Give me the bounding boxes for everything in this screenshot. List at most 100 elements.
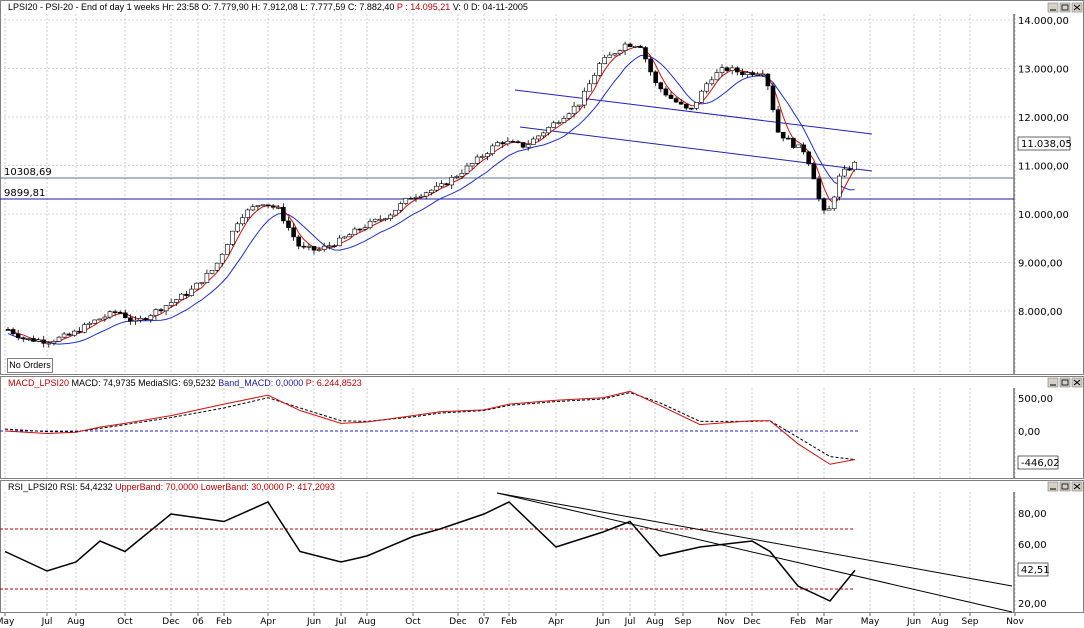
channel-line-upper[interactable]	[514, 89, 873, 135]
candle[interactable]	[520, 142, 526, 148]
candle[interactable]	[168, 302, 174, 306]
candle[interactable]	[459, 173, 465, 177]
candle[interactable]	[77, 330, 82, 333]
candle[interactable]	[357, 228, 363, 231]
candle[interactable]	[602, 57, 608, 64]
moving-average-blue[interactable]	[7, 54, 855, 345]
candle[interactable]	[811, 163, 817, 180]
candle[interactable]	[770, 85, 776, 111]
candle[interactable]	[301, 245, 307, 248]
candle[interactable]	[36, 339, 41, 342]
candle[interactable]	[510, 140, 516, 143]
candle[interactable]	[245, 209, 250, 218]
candle[interactable]	[214, 262, 220, 271]
candle[interactable]	[296, 236, 302, 247]
candle[interactable]	[352, 228, 358, 235]
candle[interactable]	[31, 338, 36, 342]
candle[interactable]	[281, 207, 286, 222]
candle[interactable]	[541, 132, 546, 137]
candle[interactable]	[321, 245, 327, 250]
candle[interactable]	[765, 73, 771, 87]
candle[interactable]	[581, 90, 587, 106]
candle[interactable]	[683, 103, 689, 109]
candle[interactable]	[434, 185, 439, 191]
candle[interactable]	[209, 269, 215, 274]
candle[interactable]	[403, 197, 409, 204]
macd-line[interactable]	[4, 390, 856, 465]
candle[interactable]	[123, 312, 128, 319]
candle[interactable]	[806, 151, 812, 165]
candle[interactable]	[638, 46, 643, 48]
candle[interactable]	[627, 43, 633, 47]
candle[interactable]	[225, 244, 230, 255]
candle[interactable]	[622, 43, 628, 52]
candle[interactable]	[148, 315, 154, 320]
candle[interactable]	[842, 168, 847, 177]
candle[interactable]	[428, 189, 434, 193]
candle[interactable]	[255, 205, 261, 207]
candle[interactable]	[495, 142, 500, 147]
candle[interactable]	[179, 293, 184, 300]
candle[interactable]	[612, 53, 618, 56]
candle[interactable]	[607, 54, 613, 58]
candle[interactable]	[546, 127, 551, 134]
candle[interactable]	[780, 131, 786, 139]
candle[interactable]	[398, 203, 404, 211]
candle[interactable]	[10, 329, 16, 335]
candle[interactable]	[199, 282, 205, 284]
candle[interactable]	[474, 156, 480, 164]
main-panel-buttons[interactable]	[1047, 2, 1083, 13]
candle[interactable]	[556, 122, 562, 124]
candle[interactable]	[663, 88, 669, 96]
candle[interactable]	[270, 205, 276, 208]
candle[interactable]	[316, 249, 322, 251]
candle[interactable]	[699, 90, 704, 103]
candle[interactable]	[852, 161, 857, 171]
candle[interactable]	[265, 204, 271, 207]
rsi-trendline-lower[interactable]	[496, 492, 1013, 613]
candle[interactable]	[61, 333, 67, 338]
candle[interactable]	[377, 218, 383, 221]
candle[interactable]	[836, 175, 842, 198]
candle[interactable]	[561, 118, 567, 123]
candle[interactable]	[174, 299, 179, 303]
candle[interactable]	[831, 196, 837, 210]
candle[interactable]	[82, 324, 87, 333]
candle[interactable]	[204, 272, 210, 283]
rsi-trendline-upper[interactable]	[496, 492, 1013, 587]
candle[interactable]	[678, 101, 684, 105]
candle[interactable]	[15, 333, 21, 339]
candle[interactable]	[260, 204, 266, 207]
rsi-line[interactable]	[4, 501, 856, 602]
candle[interactable]	[286, 220, 291, 228]
candle[interactable]	[469, 163, 475, 167]
candle[interactable]	[367, 220, 373, 228]
candle[interactable]	[821, 198, 827, 211]
candle[interactable]	[653, 71, 659, 84]
candle[interactable]	[26, 338, 31, 340]
candle[interactable]	[668, 94, 674, 99]
candle[interactable]	[643, 47, 648, 60]
candle[interactable]	[689, 107, 694, 110]
candle[interactable]	[801, 144, 806, 153]
candle[interactable]	[648, 58, 653, 73]
candle[interactable]	[133, 319, 138, 322]
candle[interactable]	[291, 227, 296, 238]
candle[interactable]	[362, 227, 368, 230]
candle[interactable]	[449, 177, 455, 186]
candle[interactable]	[592, 75, 597, 85]
candle[interactable]	[158, 309, 164, 312]
candle[interactable]	[112, 311, 118, 314]
candle[interactable]	[515, 141, 521, 143]
macd-panel-buttons[interactable]	[1047, 377, 1083, 388]
rsi-panel-buttons[interactable]	[1047, 481, 1083, 492]
candle[interactable]	[5, 329, 11, 331]
candle[interactable]	[240, 217, 245, 225]
candle[interactable]	[714, 72, 720, 81]
candle[interactable]	[189, 288, 194, 296]
candle[interactable]	[536, 135, 541, 140]
candle[interactable]	[393, 209, 398, 216]
candle[interactable]	[525, 144, 531, 148]
candle[interactable]	[617, 50, 623, 54]
candle[interactable]	[464, 165, 470, 174]
